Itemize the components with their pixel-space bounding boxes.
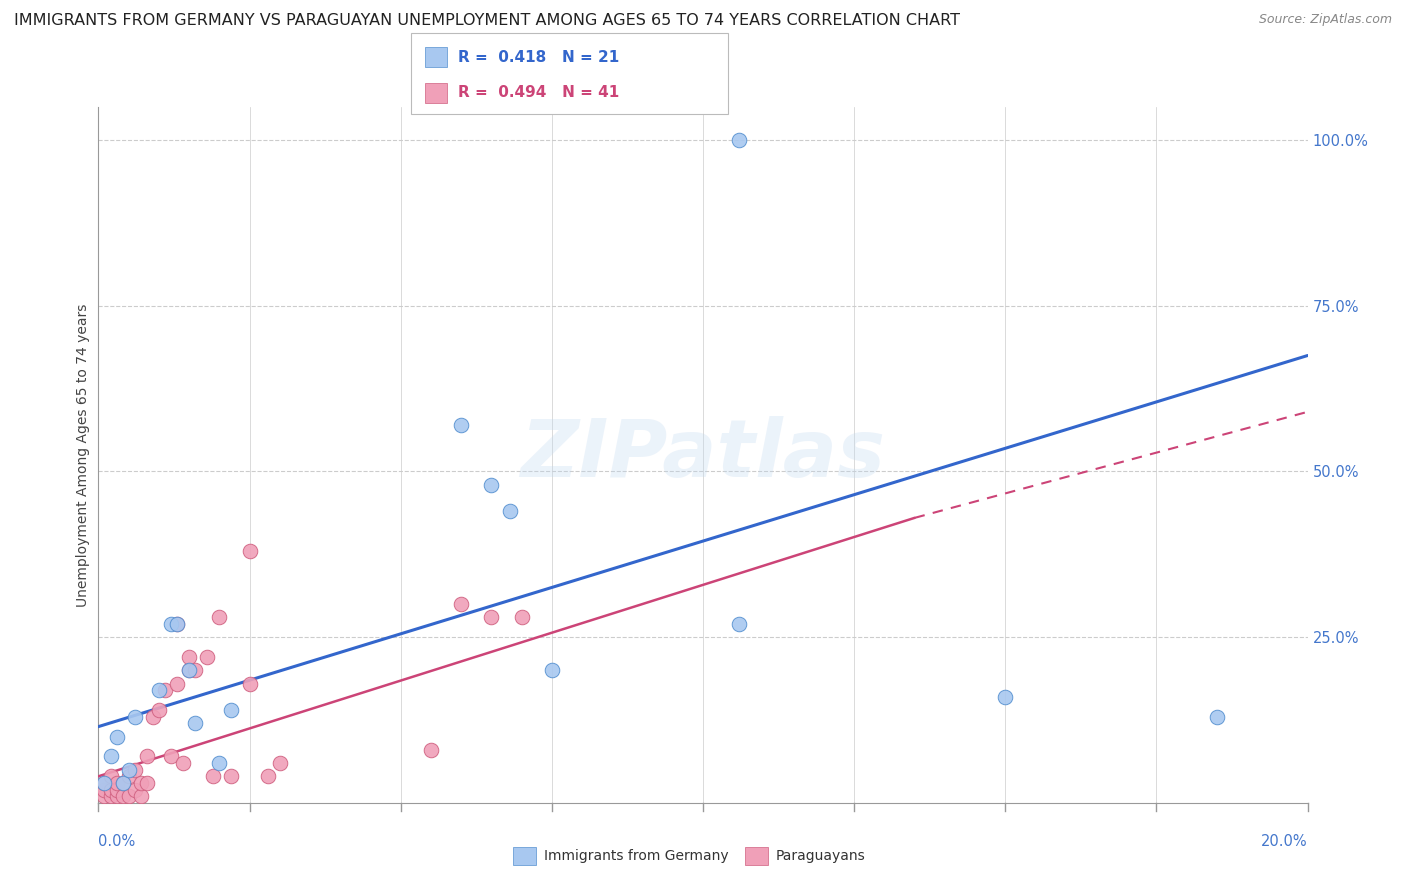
Point: [93, 776, 115, 790]
Text: Immigrants from Germany: Immigrants from Germany: [544, 849, 728, 863]
Point: [256, 769, 278, 783]
Point: [118, 769, 141, 783]
Point: [135, 776, 157, 790]
Point: [202, 769, 225, 783]
Point: [93, 789, 115, 804]
Point: [100, 769, 122, 783]
Point: [111, 789, 134, 804]
Point: [129, 776, 152, 790]
Point: [239, 544, 262, 558]
Point: [100, 782, 122, 797]
Point: [111, 776, 134, 790]
Point: [481, 477, 503, 491]
Point: [269, 756, 291, 770]
Point: [135, 749, 157, 764]
Y-axis label: Unemployment Among Ages 65 to 74 years: Unemployment Among Ages 65 to 74 years: [76, 303, 90, 607]
Point: [93, 776, 115, 790]
Point: [142, 709, 165, 723]
Point: [420, 743, 443, 757]
Point: [105, 789, 128, 804]
Point: [105, 782, 128, 797]
Point: [450, 418, 472, 433]
Point: [118, 763, 141, 777]
Point: [540, 663, 562, 677]
Point: [221, 703, 243, 717]
Point: [728, 616, 751, 631]
Text: Source: ZipAtlas.com: Source: ZipAtlas.com: [1258, 13, 1392, 27]
Point: [239, 676, 262, 690]
Point: [510, 610, 533, 624]
Point: [124, 709, 146, 723]
Point: [179, 663, 201, 677]
Point: [148, 683, 170, 698]
Point: [450, 597, 472, 611]
Point: [153, 683, 176, 698]
Point: [481, 610, 503, 624]
Point: [100, 749, 122, 764]
Point: [195, 650, 218, 665]
Point: [221, 769, 243, 783]
Text: ZIPatlas: ZIPatlas: [520, 416, 886, 494]
Point: [105, 776, 128, 790]
Point: [129, 789, 152, 804]
Point: [184, 716, 207, 731]
Point: [111, 776, 134, 790]
Point: [105, 730, 128, 744]
Point: [179, 663, 201, 677]
Text: Paraguayans: Paraguayans: [776, 849, 866, 863]
Point: [208, 756, 231, 770]
Point: [118, 789, 141, 804]
Point: [148, 703, 170, 717]
Point: [179, 650, 201, 665]
Point: [498, 504, 520, 518]
Point: [124, 763, 146, 777]
Point: [208, 610, 231, 624]
Text: 0.0%: 0.0%: [98, 834, 135, 849]
Text: R =  0.418   N = 21: R = 0.418 N = 21: [458, 50, 620, 64]
Text: 20.0%: 20.0%: [1261, 834, 1308, 849]
Point: [160, 749, 183, 764]
Point: [728, 133, 751, 147]
Point: [166, 616, 188, 631]
Text: IMMIGRANTS FROM GERMANY VS PARAGUAYAN UNEMPLOYMENT AMONG AGES 65 TO 74 YEARS COR: IMMIGRANTS FROM GERMANY VS PARAGUAYAN UN…: [14, 13, 960, 29]
Point: [994, 690, 1017, 704]
Text: R =  0.494   N = 41: R = 0.494 N = 41: [458, 86, 620, 100]
Point: [1206, 709, 1229, 723]
Point: [124, 782, 146, 797]
Point: [93, 782, 115, 797]
Point: [160, 616, 183, 631]
Point: [184, 663, 207, 677]
Point: [166, 676, 188, 690]
Point: [172, 756, 194, 770]
Point: [100, 789, 122, 804]
Point: [166, 616, 188, 631]
